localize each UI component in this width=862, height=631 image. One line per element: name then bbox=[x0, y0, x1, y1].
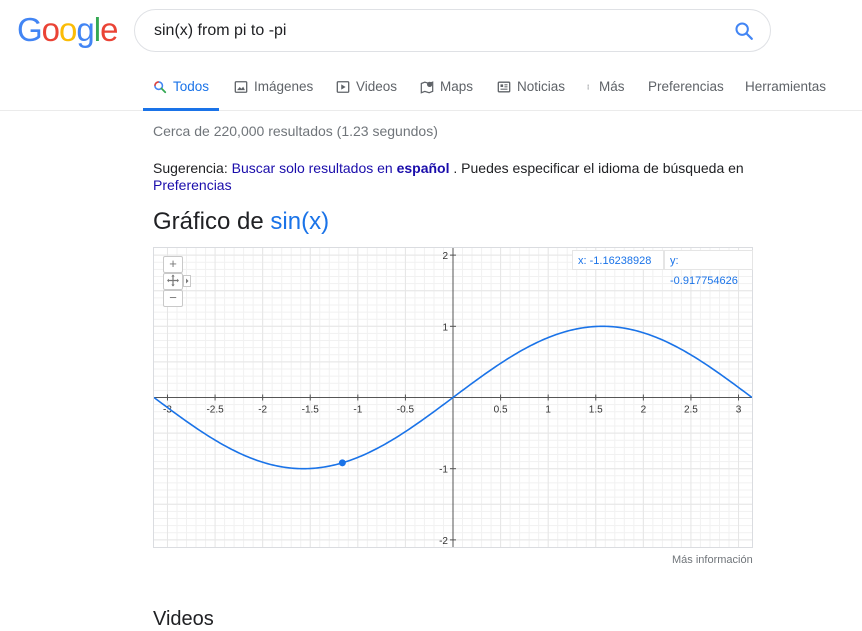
sin-curve bbox=[154, 325, 752, 470]
x-tick-label: 3 bbox=[736, 405, 742, 416]
tab-label: Todos bbox=[173, 79, 210, 94]
spanish-only-link[interactable]: Buscar solo resultados en español bbox=[232, 160, 450, 176]
x-tick-label: -2.5 bbox=[206, 405, 224, 416]
expand-arrow-icon[interactable] bbox=[183, 275, 191, 287]
zoom-controls: + − bbox=[163, 256, 191, 308]
suggestion-middle: . Puedes especificar el idioma de búsque… bbox=[453, 160, 744, 176]
tab-label: Herramientas bbox=[745, 79, 827, 94]
tab-label: Noticias bbox=[517, 79, 566, 94]
x-tick-label: -0.5 bbox=[397, 405, 415, 416]
hover-point bbox=[338, 459, 346, 467]
logo-letter: e bbox=[100, 11, 118, 48]
logo-letter: g bbox=[76, 11, 94, 48]
tab-label: Preferencias bbox=[648, 79, 724, 94]
x-tick-label: 1.5 bbox=[589, 405, 603, 416]
pan-button[interactable] bbox=[163, 273, 183, 290]
search-box[interactable] bbox=[134, 9, 771, 52]
search-tabs: Todos Imágenes Videos Maps Noticias bbox=[0, 70, 862, 111]
logo-letter: o bbox=[59, 11, 77, 48]
logo-letter: o bbox=[41, 11, 60, 48]
tab-imagenes[interactable]: Imágenes bbox=[234, 70, 313, 108]
x-tick-label: 2.5 bbox=[684, 405, 698, 416]
news-icon bbox=[497, 81, 511, 93]
x-tick-label: -2 bbox=[258, 405, 267, 416]
x-tick-label: -1.5 bbox=[302, 405, 320, 416]
videos-heading: Videos bbox=[153, 608, 214, 630]
tab-noticias[interactable]: Noticias bbox=[497, 70, 565, 108]
move-icon bbox=[167, 274, 179, 287]
more-info-link[interactable]: Más información bbox=[672, 554, 753, 566]
play-icon bbox=[336, 81, 350, 93]
tab-label: Imágenes bbox=[254, 79, 314, 94]
x-tick-label: -3 bbox=[163, 405, 172, 416]
tab-label: Videos bbox=[356, 79, 398, 94]
x-tick-label: 2 bbox=[641, 405, 647, 416]
tab-herramientas[interactable]: Herramientas bbox=[745, 70, 826, 108]
function-graph[interactable]: -3 -2.5 -2 -1.5 -1 -0.5 0.5 1 1.5 2 2.5 3 -2 -1 1 2 bbox=[153, 247, 753, 548]
tab-todos[interactable]: Todos bbox=[143, 70, 220, 111]
graph-function[interactable]: sin(x) bbox=[270, 208, 330, 235]
tab-label: Más bbox=[599, 79, 625, 94]
suggestion-link-bold: español bbox=[396, 160, 450, 176]
zoom-in-button[interactable]: + bbox=[163, 256, 183, 273]
search-button[interactable] bbox=[733, 20, 755, 42]
image-icon bbox=[234, 81, 248, 93]
logo-letter: G bbox=[17, 11, 43, 48]
search-icon bbox=[735, 22, 753, 40]
y-tick-label: 2 bbox=[442, 251, 448, 262]
graph-title: Gráfico de sin(x) bbox=[153, 208, 329, 236]
graph-title-prefix: Gráfico de bbox=[153, 208, 264, 235]
search-icon bbox=[154, 81, 167, 94]
x-coordinate-readout: x: -1.16238928 bbox=[572, 250, 664, 270]
preferences-link[interactable]: Preferencias bbox=[153, 177, 232, 193]
tab-label: Maps bbox=[440, 79, 474, 94]
suggestion-link-text: Buscar solo resultados en bbox=[231, 160, 393, 176]
x-tick-label: 0.5 bbox=[494, 405, 508, 416]
zoom-out-button[interactable]: − bbox=[163, 290, 183, 307]
logo-letter: l bbox=[93, 11, 101, 48]
graph-plot[interactable]: -3 -2.5 -2 -1.5 -1 -0.5 0.5 1 1.5 2 2.5 3 -2 -1 1 2 bbox=[154, 248, 752, 547]
search-input[interactable] bbox=[154, 21, 714, 41]
tab-preferencias[interactable]: Preferencias bbox=[648, 70, 724, 108]
tab-videos[interactable]: Videos bbox=[336, 70, 397, 108]
y-coordinate-readout: y: -0.917754626 bbox=[664, 250, 753, 287]
suggestion-prefix: Sugerencia: bbox=[153, 160, 228, 176]
x-tick-label: -1 bbox=[353, 405, 362, 416]
google-logo[interactable]: Google bbox=[17, 11, 118, 48]
y-tick-label: 1 bbox=[442, 322, 448, 333]
tab-maps[interactable]: Maps bbox=[420, 70, 473, 108]
language-suggestion: Sugerencia: Buscar solo resultados en es… bbox=[153, 160, 773, 194]
map-pin-icon bbox=[420, 81, 434, 94]
tab-mas[interactable]: Más bbox=[587, 70, 625, 108]
x-tick-label: 1 bbox=[545, 405, 551, 416]
y-tick-label: -2 bbox=[439, 536, 448, 547]
y-tick-label: -1 bbox=[439, 465, 448, 476]
more-vert-icon bbox=[587, 84, 589, 90]
result-stats: Cerca de 220,000 resultados (1.23 segund… bbox=[153, 123, 438, 139]
